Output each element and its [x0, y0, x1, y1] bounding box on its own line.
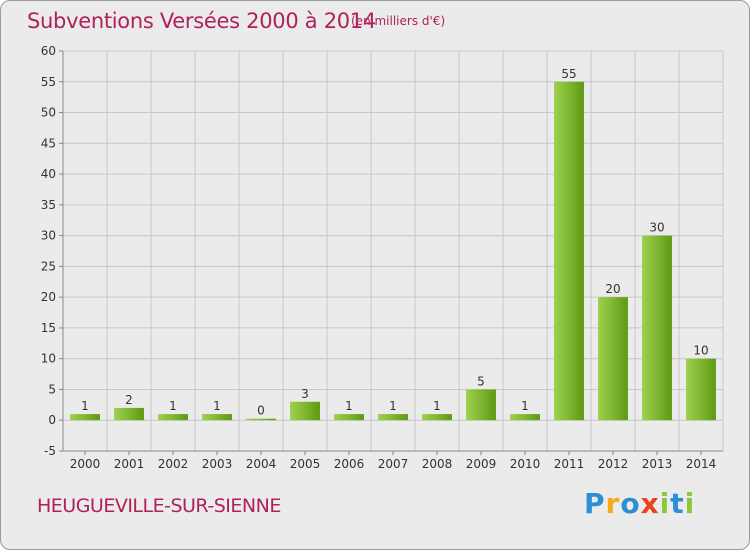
bar [554, 81, 584, 421]
y-tick-label: 50 [41, 106, 56, 120]
proxiti-logo[interactable]: Proxiti [584, 487, 695, 520]
x-tick-label: 2003 [202, 457, 233, 471]
y-tick-label: 25 [41, 259, 56, 273]
logo-letter: i [659, 487, 671, 520]
y-tick-label: 30 [41, 229, 56, 243]
bar [290, 401, 320, 421]
x-tick-label: 2014 [686, 457, 717, 471]
data-label: 5 [477, 374, 485, 388]
data-label: 1 [433, 399, 441, 413]
x-tick-label: 2013 [642, 457, 673, 471]
data-label: 1 [81, 399, 89, 413]
x-tick-label: 2008 [422, 457, 453, 471]
x-tick-label: 2002 [158, 457, 189, 471]
y-tick-label: 0 [48, 413, 56, 427]
x-tick-label: 2000 [70, 457, 101, 471]
chart-title: Subventions Versées 2000 à 2014 [27, 9, 376, 33]
logo-letter: i [684, 487, 696, 520]
y-tick-label: 45 [41, 136, 56, 150]
x-tick-label: 2004 [246, 457, 277, 471]
y-tick-label: 15 [41, 321, 56, 335]
y-tick-label: 10 [41, 352, 56, 366]
bar [334, 414, 364, 421]
x-tick-label: 2007 [378, 457, 409, 471]
chart-subtitle: (en milliers d'€) [351, 14, 446, 28]
data-label: 0 [257, 404, 265, 418]
data-label: 1 [213, 399, 221, 413]
y-tick-label: 60 [41, 44, 56, 58]
x-tick-label: 2010 [510, 457, 541, 471]
commune-name: HEUGUEVILLE-SUR-SIENNE [37, 495, 281, 517]
logo-letter: P [584, 487, 606, 520]
bar [642, 235, 672, 421]
y-tick-label: 35 [41, 198, 56, 212]
bar [686, 358, 716, 421]
bar [202, 414, 232, 421]
bar [466, 389, 496, 421]
bar [422, 414, 452, 421]
y-tick-label: 55 [41, 75, 56, 89]
x-tick-label: 2012 [598, 457, 629, 471]
x-tick-label: 2009 [466, 457, 497, 471]
data-label: 1 [345, 399, 353, 413]
bar [246, 418, 276, 421]
bar [158, 414, 188, 421]
data-label: 3 [301, 387, 309, 401]
data-label: 1 [389, 399, 397, 413]
y-tick-label: 20 [41, 290, 56, 304]
data-label: 30 [649, 221, 664, 235]
x-tick-label: 2011 [554, 457, 585, 471]
y-tick-label: 5 [48, 382, 56, 396]
data-label: 20 [605, 282, 620, 296]
bar [114, 407, 144, 421]
y-tick-label: -5 [44, 444, 56, 458]
bar [70, 414, 100, 421]
logo-letter: o [620, 487, 641, 520]
bar [510, 414, 540, 421]
data-label: 1 [169, 399, 177, 413]
y-tick-label: 40 [41, 167, 56, 181]
data-label: 10 [693, 344, 708, 358]
x-tick-label: 2005 [290, 457, 321, 471]
logo-letter: r [605, 487, 621, 520]
bar [598, 297, 628, 421]
x-tick-label: 2001 [114, 457, 145, 471]
logo-letter: t [670, 487, 685, 520]
data-label: 55 [561, 67, 576, 81]
data-label: 2 [125, 393, 133, 407]
bar-layer [70, 81, 716, 421]
x-tick-label: 2006 [334, 457, 365, 471]
data-label: 1 [521, 399, 529, 413]
bar [378, 414, 408, 421]
logo-letter: x [640, 487, 660, 520]
